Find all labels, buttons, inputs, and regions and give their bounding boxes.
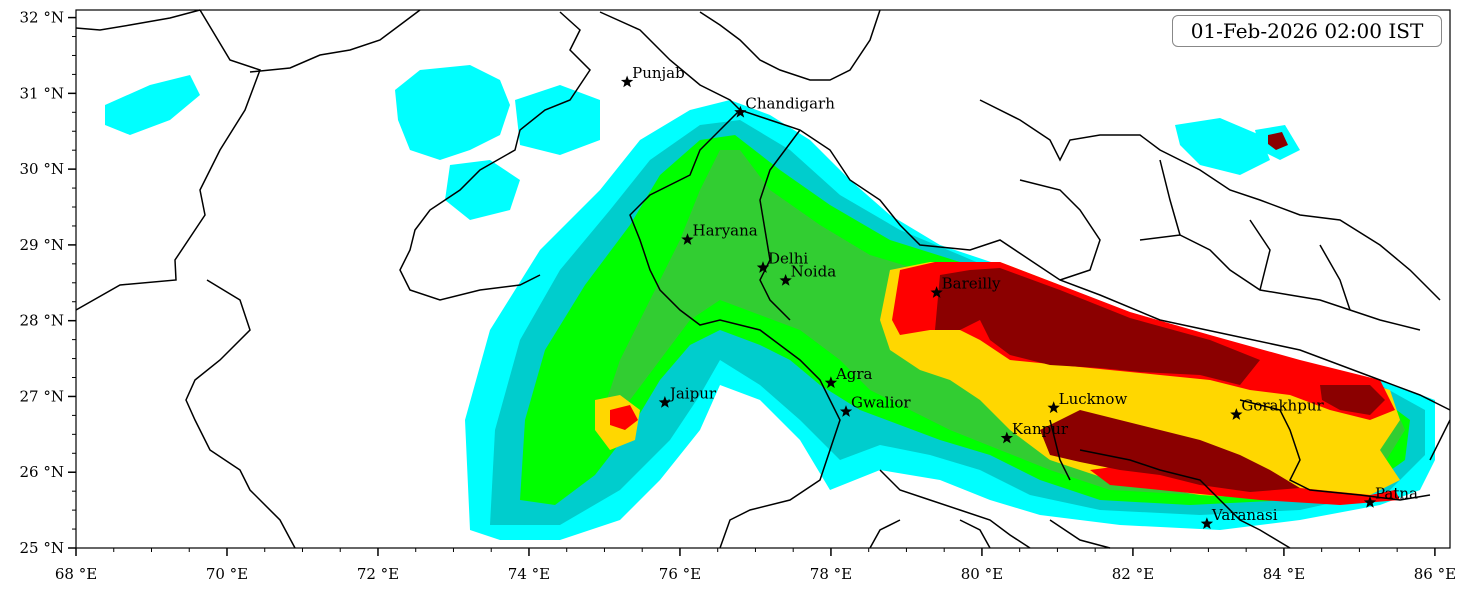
city-star-icon xyxy=(779,274,792,286)
shade-cyan xyxy=(1175,118,1270,175)
city-star-icon xyxy=(620,75,634,88)
city-label: Noida xyxy=(791,263,837,281)
lat-tick-label: 29 °N xyxy=(20,236,64,254)
city-star-icon xyxy=(1047,401,1060,414)
city-star-icon xyxy=(839,405,853,417)
shade-darkred xyxy=(1320,385,1385,415)
lon-tick-label: 70 °E xyxy=(206,565,248,583)
city-label: Kanpur xyxy=(1012,420,1069,438)
city-label: Patna xyxy=(1375,485,1418,503)
city-star-icon xyxy=(1363,496,1377,508)
lon-tick-label: 72 °E xyxy=(357,565,399,583)
lon-tick-label: 76 °E xyxy=(659,565,701,583)
state-boundaries xyxy=(75,9,1451,549)
lon-tick-label: 68 °E xyxy=(55,565,97,583)
city-star-icon xyxy=(756,261,770,273)
city-label: Gwalior xyxy=(851,394,911,412)
precipitation-shading xyxy=(105,65,1435,540)
city-label: Delhi xyxy=(768,250,808,268)
shade-red xyxy=(610,405,638,430)
city-label: Agra xyxy=(835,365,873,383)
shade-darkred xyxy=(1040,410,1300,492)
lat-tick-label: 28 °N xyxy=(20,312,64,330)
lat-tick-label: 30 °N xyxy=(20,160,64,178)
lat-tick-label: 26 °N xyxy=(20,463,64,481)
timestamp-label: 01-Feb-2026 02:00 IST xyxy=(1172,15,1442,47)
city-label: Bareilly xyxy=(942,275,1001,293)
city-star-icon xyxy=(734,105,747,118)
shade-darkred xyxy=(1268,132,1288,150)
city-star-icon xyxy=(1230,408,1243,420)
city-star-icon xyxy=(658,396,671,408)
lon-tick-label: 80 °E xyxy=(961,565,1003,583)
lat-tick-label: 25 °N xyxy=(20,539,64,557)
lon-tick-label: 82 °E xyxy=(1112,565,1154,583)
lat-tick-label: 32 °N xyxy=(20,9,64,27)
city-star-icon xyxy=(681,233,694,245)
plot-frame xyxy=(75,9,1451,549)
lon-tick-label: 86 °E xyxy=(1414,565,1456,583)
city-label: Jaipur xyxy=(668,385,717,403)
shade-cyan xyxy=(105,75,200,135)
city-label: Gorakhpur xyxy=(1241,397,1324,415)
lon-tick-label: 74 °E xyxy=(508,565,550,583)
lon-tick-label: 84 °E xyxy=(1263,565,1305,583)
city-star-icon xyxy=(1000,431,1013,444)
city-label: Chandigarh xyxy=(745,94,835,112)
lat-tick-label: 27 °N xyxy=(20,387,64,405)
shade-cyan xyxy=(445,160,520,220)
city-star-icon xyxy=(1200,517,1214,529)
city-label: Haryana xyxy=(693,222,758,240)
lat-tick-label: 31 °N xyxy=(20,84,64,102)
lon-tick-label: 78 °E xyxy=(810,565,852,583)
city-label: Punjab xyxy=(632,64,685,82)
city-star-icon xyxy=(930,286,943,298)
shade-darkred xyxy=(935,268,1260,385)
shade-cyan xyxy=(395,65,510,160)
axis-ticks xyxy=(68,16,1436,556)
city-star-icon xyxy=(824,376,838,389)
shade-cyan xyxy=(515,85,600,155)
city-label: Varanasi xyxy=(1211,506,1278,524)
city-label: Lucknow xyxy=(1059,390,1128,408)
axis-tick-labels: 68 °E 70 °E 72 °E 74 °E 76 °E 78 °E 80 °E 82 °E… xyxy=(20,9,1457,583)
